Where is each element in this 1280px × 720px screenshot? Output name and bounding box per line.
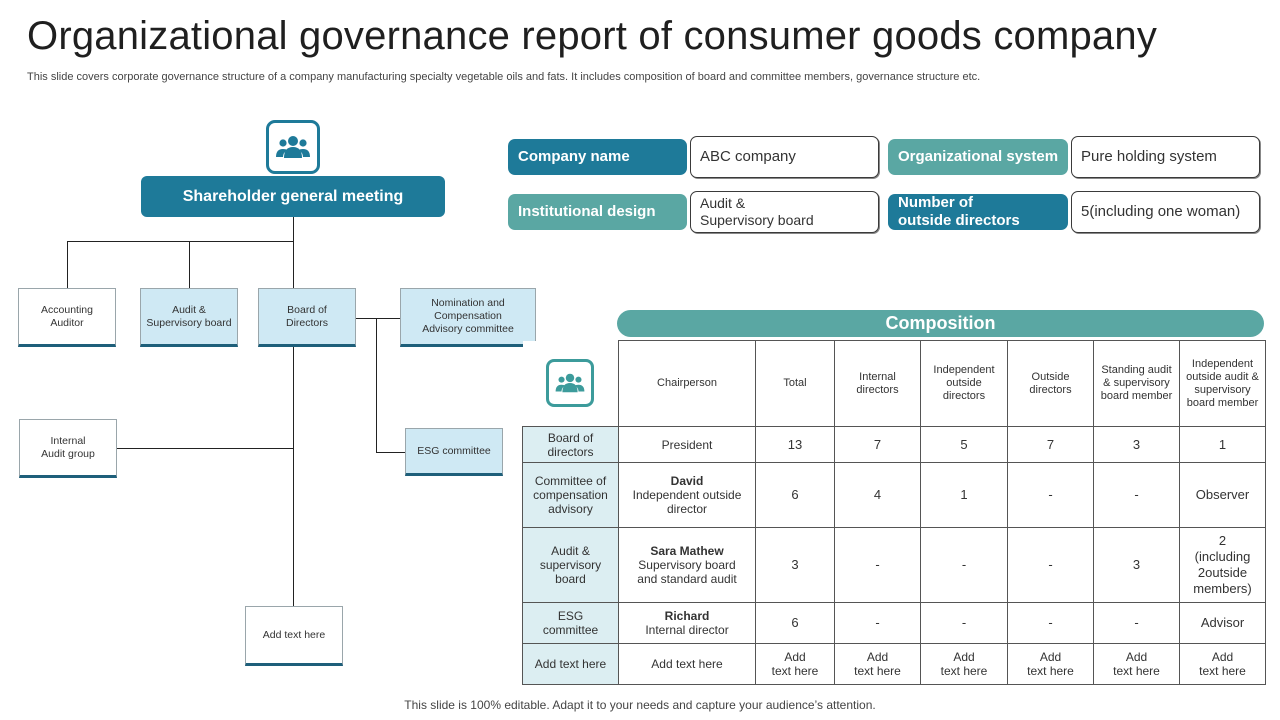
connector-line [67,241,294,242]
table-cell: 3 [1093,527,1180,603]
row-header: Audit & supervisory board [522,527,619,603]
accounting-auditor-node: Accounting Auditor [18,288,116,347]
table-cell: 7 [1007,426,1094,463]
table-cell: - [834,527,921,603]
table-cell: 2 (including 2outside members) [1179,527,1266,603]
table-cell: - [920,602,1008,644]
column-header: Independent outside directors [920,340,1008,427]
table-row: Board of directors President 13 7 5 7 3 … [522,426,1266,463]
chairperson-cell: Sara Mathew Supervisory board and standar… [618,527,756,603]
chairperson-role: President [661,437,713,452]
table-cell: - [1093,602,1180,644]
table-cell: Add text here [920,643,1008,685]
people-group-icon [546,359,595,408]
connector-line [376,452,406,453]
table-cell: 4 [834,462,921,528]
table-row: Committee of compensation advisory David… [522,462,1266,528]
table-cell: - [834,602,921,644]
row-header: Committee of compensation advisory [522,462,619,528]
esg-committee-node: ESG committee [405,428,503,476]
row-header: Add text here [522,643,619,685]
table-cell: Add text here [1179,643,1266,685]
page-title: Organizational governance report of cons… [27,14,1158,58]
table-cell: Add text here [1007,643,1094,685]
chairperson-cell: Add text here [618,643,756,685]
table-cell: - [1007,527,1094,603]
table-cell: 3 [755,527,835,603]
connector-line [355,318,401,319]
nomination-committee-node: Nomination and Compensation Advisory com… [400,288,536,347]
chairperson-role: Independent outside director [632,488,742,516]
page-subtitle: This slide covers corporate governance s… [27,71,981,83]
org-system-value: Pure holding system [1071,136,1260,178]
internal-audit-node: Internal Audit group [19,419,117,478]
column-header: Independent outside audit & supervisory … [1179,340,1266,427]
table-row: Audit & supervisory board Sara Mathew Sup… [522,527,1266,603]
chairperson-name: Richard [664,609,710,623]
table-cell: 1 [920,462,1008,528]
people-group-icon [266,120,320,174]
table-cell: 3 [1093,426,1180,463]
table-cell: 6 [755,462,835,528]
table-cell: Add text here [834,643,921,685]
connector-line [376,318,377,453]
footer-note: This slide is 100% editable. Adapt it to… [404,698,876,712]
connector-line [293,217,294,607]
row-header: Board of directors [522,426,619,463]
connector-line [67,241,68,289]
table-cell: 5 [920,426,1008,463]
chairperson-name: David [670,474,704,488]
table-cell: - [1093,462,1180,528]
shareholder-meeting-node: Shareholder general meeting [141,176,445,217]
table-cell: 1 [1179,426,1266,463]
institutional-design-label: Institutional design [508,194,687,230]
table-row: ESG committee Richard Internal director 6… [522,602,1266,644]
table-cell: - [1007,602,1094,644]
table-cell: Observer [1179,462,1266,528]
table-cell: 7 [834,426,921,463]
company-name-value: ABC company [690,136,879,178]
table-cell: Advisor [1179,602,1266,644]
chairperson-cell: Richard Internal director [618,602,756,644]
chairperson-role: Internal director [645,623,729,637]
company-name-label: Company name [508,139,687,175]
institutional-design-value: Audit & Supervisory board [690,191,879,233]
chairperson-role: Supervisory board and standard audit [637,558,737,586]
connector-line [189,241,190,289]
column-header: Total [755,340,835,427]
org-system-label: Organizational system [888,139,1068,175]
connector-line [116,448,294,449]
table-row: Add text here Add text here Add text her… [522,643,1266,685]
table-cell: Add text here [755,643,835,685]
composition-table: Chairperson Total Internal directors Ind… [522,340,1266,685]
row-header: ESG committee [522,602,619,644]
audit-board-node: Audit & Supervisory board [140,288,238,347]
composition-header: Composition [617,310,1264,337]
table-cell: Add text here [1093,643,1180,685]
table-cell: 6 [755,602,835,644]
outside-directors-label: Number of outside directors [888,194,1068,230]
chairperson-cell: David Independent outside director [618,462,756,528]
chairperson-name: Sara Mathew [650,544,724,558]
table-corner [522,340,619,427]
column-header: Standing audit & supervisory board membe… [1093,340,1180,427]
table-cell: - [1007,462,1094,528]
column-header: Internal directors [834,340,921,427]
column-header: Outside directors [1007,340,1094,427]
chairperson-cell: President [618,426,756,463]
chairperson-role: Add text here [651,657,723,671]
table-cell: - [920,527,1008,603]
table-cell: 13 [755,426,835,463]
outside-directors-value: 5(including one woman) [1071,191,1260,233]
add-text-node: Add text here [245,606,343,666]
board-of-directors-node: Board of Directors [258,288,356,347]
column-header: Chairperson [618,340,756,427]
